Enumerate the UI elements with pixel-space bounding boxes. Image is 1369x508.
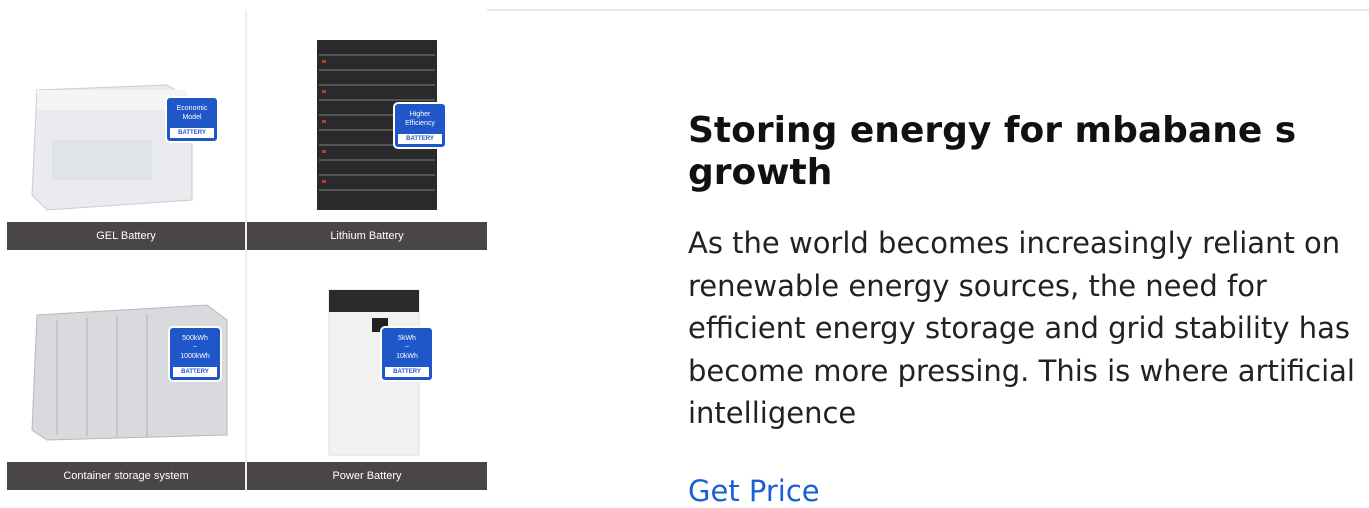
article-title: Storing energy for mbabane s growth (688, 110, 1348, 194)
get-price-link[interactable]: Get Price (688, 474, 820, 508)
badge-line: Economic (167, 104, 217, 113)
badge-line: Efficiency (395, 119, 445, 128)
body: {"products": [ {"caption": "GEL Battery"… (0, 0, 1369, 491)
divider (487, 9, 1369, 11)
badge-footer: BATTERY (173, 367, 217, 377)
badge: 500kWh ~ 1000kWh BATTERY (170, 328, 220, 380)
product-caption: Lithium Battery (247, 222, 487, 250)
article-body: As the world becomes increasingly relian… (688, 222, 1368, 435)
badge: Economic Model BATTERY (167, 98, 217, 141)
badge-line: 500kWh (170, 334, 220, 343)
badge: Higher Efficiency BATTERY (395, 104, 445, 147)
badge-footer: BATTERY (170, 128, 214, 138)
badge-line: Higher (395, 110, 445, 119)
badge-footer: BATTERY (385, 367, 429, 377)
badge-line: ~ (382, 343, 432, 352)
badge: 5kWh ~ 10kWh BATTERY (382, 328, 432, 380)
badge-line: ~ (170, 343, 220, 352)
badge-line: 1000kWh (170, 352, 220, 361)
product-caption: Power Battery (247, 462, 487, 490)
badge-line: 10kWh (382, 352, 432, 361)
product-caption: GEL Battery (7, 222, 245, 250)
badge-line: Model (167, 113, 217, 122)
product-caption: Container storage system (7, 462, 245, 490)
product-images (7, 10, 487, 491)
product-gallery: Economic Model BATTERY Higher Efficiency… (7, 10, 487, 491)
page: Storing energy html, body { margin: 0; p… (0, 0, 1369, 491)
badge-footer: BATTERY (398, 134, 442, 144)
badge-line: 5kWh (382, 334, 432, 343)
